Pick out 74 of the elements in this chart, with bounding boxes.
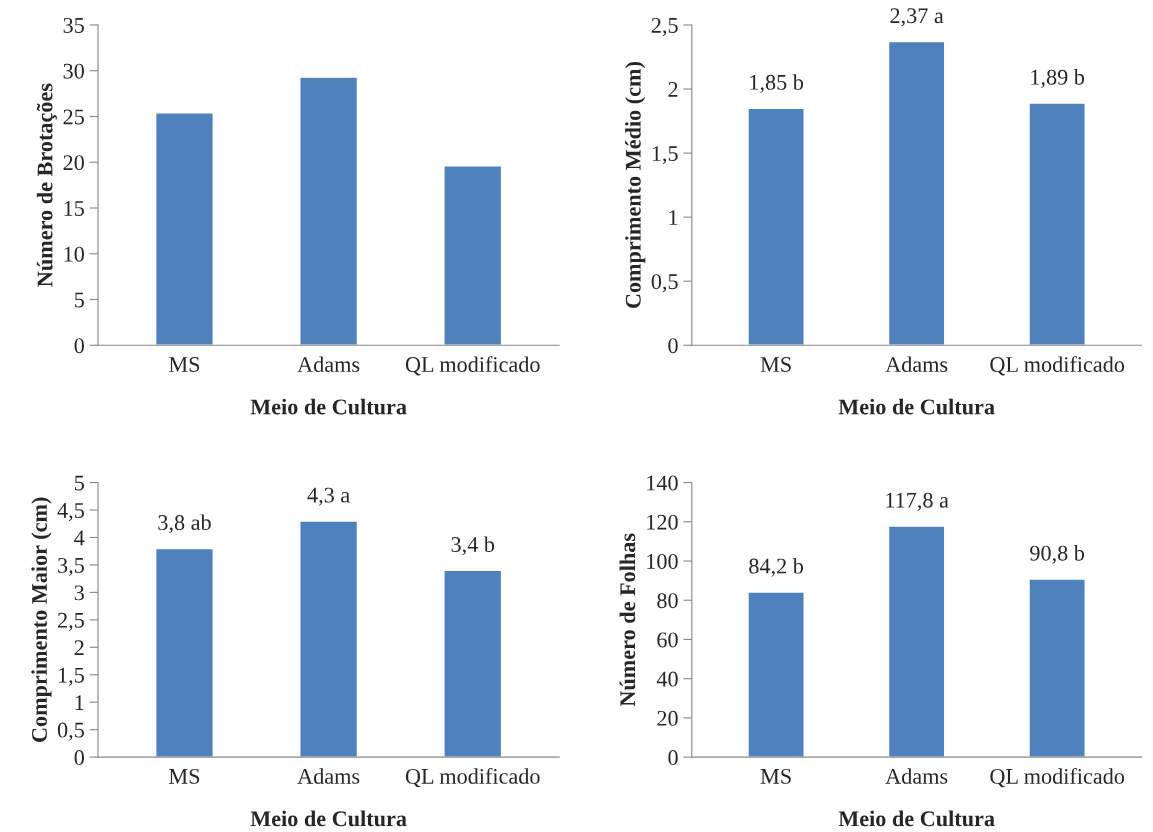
x-tick-label: QL modificado bbox=[990, 768, 1125, 788]
bar bbox=[1028, 102, 1086, 346]
data-label: 3,4 b bbox=[451, 536, 495, 556]
y-tick-label: 140 bbox=[647, 475, 678, 491]
bar bbox=[443, 569, 503, 758]
bar bbox=[1028, 578, 1086, 758]
bar bbox=[747, 107, 805, 346]
y-tick-label: 5 bbox=[74, 475, 84, 491]
y-tick-label: 2,5 bbox=[58, 612, 84, 631]
x-tick-label: QL modificado bbox=[990, 356, 1125, 376]
data-label: 1,85 b bbox=[750, 74, 804, 94]
bar bbox=[887, 40, 946, 346]
y-tick-label: 1,5 bbox=[58, 667, 84, 686]
y-tick-label: 15 bbox=[64, 201, 84, 216]
y-tick-label: 3 bbox=[74, 585, 84, 601]
x-axis-title: Meio de Cultura bbox=[838, 810, 995, 827]
y-tick-label: 4 bbox=[74, 530, 85, 546]
y-tick-label: 4,5 bbox=[57, 503, 84, 522]
y-tick-label: 1,5 bbox=[652, 146, 678, 165]
bar bbox=[443, 165, 503, 346]
y-axis-title: Número de Folhas bbox=[619, 533, 636, 707]
data-label: 1,89 b bbox=[1031, 69, 1085, 88]
y-tick-label: 2,5 bbox=[651, 17, 678, 37]
y-axis-title: Comprimento Médio (cm) bbox=[625, 62, 646, 309]
x-axis-title: Meio de Cultura bbox=[838, 398, 995, 415]
y-tick-label: 5 bbox=[74, 292, 84, 308]
bar bbox=[747, 591, 805, 758]
x-tick-label: MS bbox=[760, 768, 791, 784]
y-tick-label: 1 bbox=[669, 210, 678, 225]
x-tick-label: MS bbox=[169, 357, 200, 373]
y-tick-label: 120 bbox=[647, 514, 678, 530]
x-tick-label: QL modificado bbox=[405, 356, 540, 376]
y-tick-label: 2 bbox=[668, 82, 678, 97]
y-tick-label: 30 bbox=[63, 63, 84, 79]
bar bbox=[887, 525, 946, 758]
data-label: 117,8 a bbox=[886, 492, 949, 511]
data-label: 84,2 b bbox=[749, 557, 804, 577]
y-tick-label: 2 bbox=[74, 640, 84, 656]
y-tick-label: 80 bbox=[657, 593, 678, 609]
bar bbox=[299, 76, 359, 346]
y-tick-label: 60 bbox=[657, 632, 678, 648]
y-tick-label: 0,5 bbox=[651, 274, 678, 293]
y-tick-label: 0 bbox=[74, 750, 84, 766]
y-tick-label: 100 bbox=[647, 553, 678, 569]
y-axis-title: Comprimento Maior (cm) bbox=[31, 497, 52, 742]
x-axis-title: Meio de Cultura bbox=[250, 810, 407, 827]
bar bbox=[154, 112, 215, 346]
bar bbox=[299, 520, 359, 758]
y-tick-label: 20 bbox=[63, 155, 84, 171]
x-tick-label: Adams bbox=[885, 356, 948, 373]
y-axis-title: Número de Brotações bbox=[36, 83, 57, 287]
data-label: 4,3 a bbox=[307, 487, 350, 506]
y-tick-label: 0 bbox=[74, 338, 84, 354]
y-tick-label: 35 bbox=[63, 17, 84, 33]
y-tick-label: 10 bbox=[64, 246, 84, 262]
data-label: 3,8 ab bbox=[158, 514, 211, 534]
x-tick-label: QL modificado bbox=[405, 768, 540, 788]
y-tick-label: 3,5 bbox=[58, 557, 84, 577]
x-tick-label: MS bbox=[760, 357, 791, 373]
y-tick-label: 0 bbox=[668, 750, 678, 766]
y-tick-label: 1 bbox=[75, 695, 84, 710]
x-tick-label: Adams bbox=[885, 768, 948, 784]
y-tick-label: 0 bbox=[668, 338, 678, 354]
data-label: 2,37 a bbox=[890, 8, 944, 27]
y-tick-label: 25 bbox=[63, 109, 84, 125]
x-tick-label: MS bbox=[169, 768, 200, 784]
x-axis-title: Meio de Cultura bbox=[250, 398, 407, 415]
x-tick-label: Adams bbox=[297, 356, 360, 373]
y-tick-label: 0,5 bbox=[57, 722, 84, 741]
x-tick-label: Adams bbox=[297, 768, 360, 784]
y-tick-label: 40 bbox=[656, 671, 678, 687]
bar bbox=[154, 547, 215, 758]
y-tick-label: 20 bbox=[657, 710, 678, 726]
data-label: 90,8 b bbox=[1030, 545, 1085, 564]
